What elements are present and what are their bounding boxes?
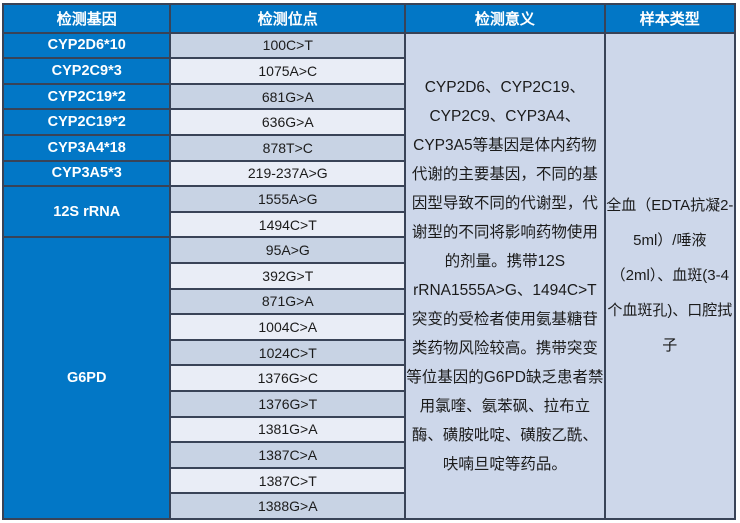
site-cell: 219-237A>G <box>169 159 407 188</box>
table-row: 392G>T <box>3 262 735 290</box>
site-cell: 1387C>T <box>169 466 407 495</box>
site-cell: 1555A>G <box>169 185 407 213</box>
site-cell: 95A>G <box>169 236 407 264</box>
table-row: 1376G>C <box>3 364 735 392</box>
significance-cell: CYP2D6、CYP2C19、CYP2C9、CYP3A4、CYP3A5等基因是体… <box>404 31 606 521</box>
site-cell: 1376G>C <box>169 364 407 392</box>
site-cell: 1388G>A <box>169 492 407 520</box>
col-header-site: 检测位点 <box>169 3 407 34</box>
table-row: 1024C>T <box>3 338 735 367</box>
site-cell: 1376G>T <box>169 389 407 418</box>
gene-cell-cyp2c19-a: CYP2C19*2 <box>1 82 172 111</box>
site-cell: 871G>A <box>169 287 407 316</box>
col-header-sample-type: 样本类型 <box>603 3 737 34</box>
site-cell: 1381G>A <box>169 415 407 444</box>
sample-type-cell: 全血（EDTA抗凝2-5ml）/唾液（2ml）、血斑(3-4个血斑孔)、口腔拭子 <box>603 31 737 521</box>
site-cell: 1004C>A <box>169 313 407 341</box>
site-cell: 1387C>A <box>169 441 407 469</box>
gene-cell-cyp3a4: CYP3A4*18 <box>1 134 172 162</box>
gene-cell-cyp2c19-b: CYP2C19*2 <box>1 108 172 137</box>
site-cell: 1075A>C <box>169 57 407 85</box>
table-row: 1388G>A <box>3 492 735 520</box>
site-cell: 1024C>T <box>169 338 407 367</box>
site-cell: 681G>A <box>169 82 407 111</box>
table-row: 1004C>A <box>3 313 735 341</box>
genetic-test-table: 检测基因 检测位点 检测意义 样本类型 CYP2D6*10 100C>T CYP… <box>1 3 737 521</box>
table-row: CYP2D6*10 100C>T CYP2D6、CYP2C19、CYP2C9、C… <box>1 31 737 521</box>
table-row: 1387C>A <box>3 441 735 469</box>
gene-cell-cyp3a5: CYP3A5*3 <box>1 159 172 188</box>
gene-cell-cyp2d6: CYP2D6*10 <box>1 31 172 60</box>
site-cell: 636G>A <box>169 108 407 137</box>
table-row: 1387C>T <box>3 466 735 495</box>
table-row: G6PD 95A>G <box>1 236 735 520</box>
table-header-row: 检测基因 检测位点 检测意义 样本类型 <box>1 3 737 34</box>
table-row: CYP2C19*2 636G>A <box>1 108 735 137</box>
col-header-gene: 检测基因 <box>1 3 172 34</box>
table-row: CYP3A5*3 219-237A>G <box>1 159 735 188</box>
gene-cell-g6pd: G6PD <box>1 236 172 520</box>
table-row: 1376G>T <box>3 389 735 418</box>
site-cell: 878T>C <box>169 134 407 162</box>
table-row: 1381G>A <box>3 415 735 444</box>
gene-cell-cyp2c9: CYP2C9*3 <box>1 57 172 85</box>
site-cell: 1494C>T <box>169 210 407 239</box>
col-header-significance: 检测意义 <box>404 3 606 34</box>
site-cell: 100C>T <box>169 31 407 60</box>
table-row: CYP3A4*18 878T>C <box>1 134 735 162</box>
gene-cell-12s-rrna: 12S rRNA <box>1 185 172 239</box>
site-cell: 392G>T <box>169 262 407 290</box>
